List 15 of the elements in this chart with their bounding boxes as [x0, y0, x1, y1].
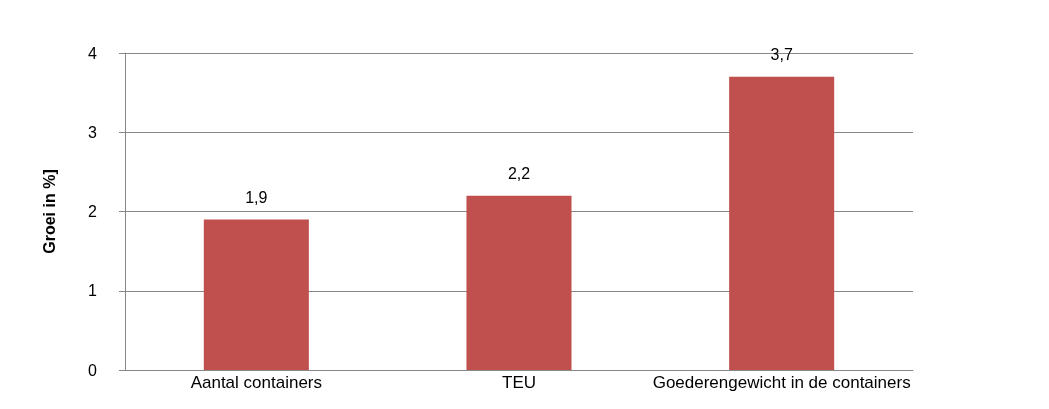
data-label: 3,7	[770, 46, 793, 64]
data-label: 2,2	[507, 165, 531, 183]
y-tick-label: 2	[88, 203, 98, 220]
y-tick-label: 0	[88, 361, 98, 379]
bar	[203, 219, 309, 370]
bar	[466, 195, 572, 370]
bar	[729, 76, 835, 370]
y-tick-label: 4	[88, 44, 98, 62]
data-label: 1,9	[245, 188, 268, 206]
x-tick-label: Goederengewicht in de containers	[652, 373, 911, 392]
x-tick-label: TEU	[502, 373, 536, 392]
y-tick-label: 3	[88, 123, 98, 141]
y-tick-label: 1	[88, 282, 98, 300]
y-axis-title: Groei in %]	[40, 169, 58, 254]
x-tick-label: Aantal containers	[190, 373, 323, 392]
